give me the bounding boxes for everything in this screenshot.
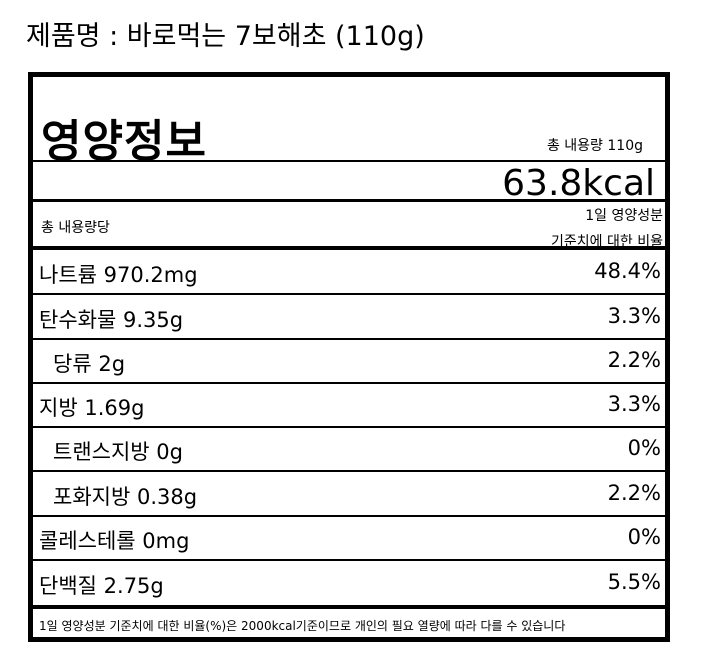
nutrient-amount: 2g [98, 352, 126, 376]
nutrient-row: 나트륨 970.2mg 48.4% [33, 250, 665, 294]
nutrient-row: 지방 1.69g 3.3% [33, 383, 665, 427]
nutrient-name: 지방 [39, 396, 78, 420]
nutrient-percent: 3.3% [607, 392, 661, 416]
nutrient-amount: 2.75g [103, 574, 164, 598]
nutrient-amount: 0.38g [136, 485, 198, 509]
nutrient-amount: 0mg [142, 529, 190, 553]
nutrient: 당류 2g [53, 348, 125, 378]
divider [33, 199, 665, 202]
nutrient: 단백질 2.75g [39, 570, 164, 600]
nutrient-percent: 0% [627, 436, 661, 460]
calories: 63.8kcal [502, 163, 655, 204]
nutrient-name: 나트륨 [39, 263, 97, 287]
nutrient-name: 단백질 [39, 574, 97, 598]
nutrient: 나트륨 970.2mg [39, 259, 198, 289]
divider [33, 382, 665, 384]
nutrient-percent: 0% [627, 525, 661, 549]
footnote: 1일 영양성분 기준치에 대한 비율(%)은 2000kcal기준이므로 개인의… [39, 619, 566, 633]
nutrient-row: 단백질 2.75g 5.5% [33, 561, 665, 605]
nutrient-percent: 2.2% [607, 481, 661, 505]
divider [33, 515, 665, 517]
nutrient-name: 탄수화물 [39, 308, 117, 332]
divider [33, 338, 665, 340]
nutrient: 트랜스지방 0g [53, 436, 183, 466]
nutrient-percent: 5.5% [607, 570, 661, 594]
nutrient-amount: 0g [156, 440, 183, 464]
nutrient-name: 콜레스테롤 [39, 529, 136, 553]
heading: 영양정보 [41, 116, 207, 167]
nutrient-name: 포화지방 [53, 485, 131, 509]
nutrient-row: 포화지방 0.38g 2.2% [33, 472, 665, 516]
divider [33, 160, 665, 162]
nutrient-row: 트랜스지방 0g 0% [33, 427, 665, 471]
per-label: 총 내용량당 [41, 220, 110, 236]
nutrient-row: 탄수화물 9.35g 3.3% [33, 295, 665, 339]
nutrient: 포화지방 0.38g [53, 481, 197, 511]
nutrition-label: 영양정보 총 내용량 110g 63.8kcal 총 내용량당 1일 영양성분 … [28, 72, 670, 642]
divider [33, 470, 665, 472]
nutrient-name: 당류 [53, 352, 92, 376]
product-title: 제품명 : 바로먹는 7보해초 (110g) [26, 21, 425, 52]
nutrient-amount: 9.35g [122, 308, 184, 332]
nutrient-name: 트랜스지방 [53, 440, 150, 464]
nutrient: 콜레스테롤 0mg [39, 525, 189, 555]
nutrient-percent: 3.3% [607, 304, 661, 328]
nutrient-row: 콜레스테롤 0mg 0% [33, 516, 665, 560]
nutrient: 지방 1.69g [39, 392, 144, 422]
nutrient-percent: 48.4% [594, 259, 661, 283]
divider [33, 559, 665, 561]
nutrient-row: 당류 2g 2.2% [33, 339, 665, 383]
nutrient: 탄수화물 9.35g [39, 304, 183, 334]
total-amount: 총 내용량 110g [546, 138, 643, 154]
nutrient-percent: 2.2% [607, 348, 661, 372]
divider [33, 246, 665, 250]
nutrient-amount: 970.2mg [103, 263, 198, 287]
divider [33, 605, 665, 609]
divider [33, 293, 665, 295]
divider [33, 426, 665, 428]
dv-header: 1일 영양성분 [585, 208, 663, 224]
nutrient-amount: 1.69g [84, 396, 145, 420]
